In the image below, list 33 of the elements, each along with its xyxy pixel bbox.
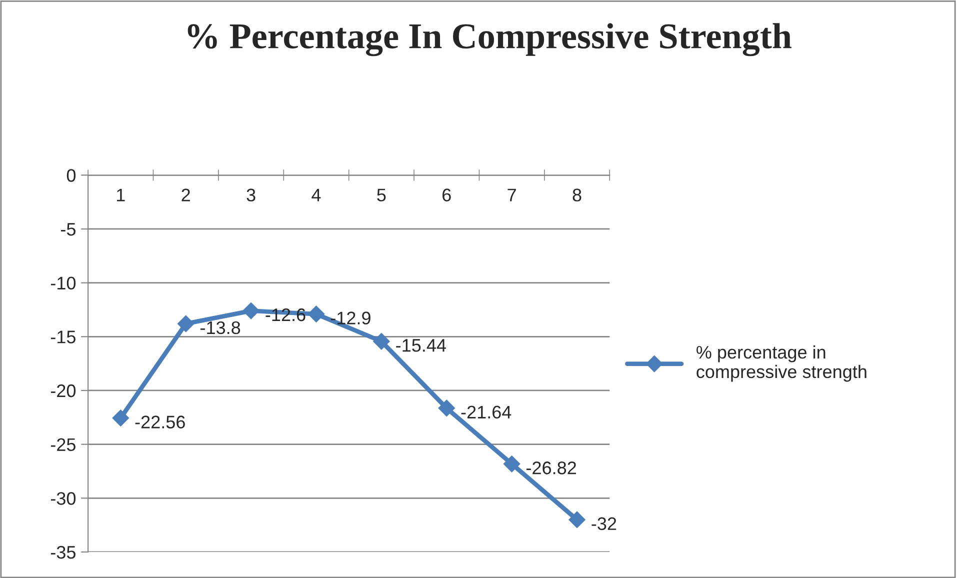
data-label: -26.82 (526, 462, 576, 474)
y-tick-label: -10 (50, 276, 76, 290)
y-tick-label: -20 (50, 384, 76, 398)
legend-label: % percentage in compressive strength (696, 345, 866, 382)
point (438, 400, 455, 417)
point (503, 456, 520, 472)
y-tick-label: -30 (50, 492, 76, 505)
x-tick-label: 5 (377, 188, 386, 202)
data-label: -12.9 (330, 312, 370, 324)
point (308, 306, 325, 322)
point (242, 302, 260, 320)
data-label: -32 (592, 517, 616, 530)
x-tick-label: 7 (508, 188, 516, 202)
data-label: -13.8 (200, 321, 240, 334)
x-tick-label: 2 (182, 188, 190, 202)
x-tick-label: 1 (117, 188, 125, 202)
point (177, 315, 194, 332)
point (568, 511, 586, 528)
y-tick-label: 0 (66, 169, 76, 182)
x-tick-label: 3 (246, 188, 256, 202)
data-label: -21.64 (461, 406, 512, 419)
y-tick-label: -35 (50, 546, 76, 559)
data-label: -22.56 (135, 416, 185, 428)
y-tick-label: -25 (50, 438, 76, 452)
point (112, 410, 130, 426)
y-tick-label: -5 (60, 223, 76, 236)
x-tick-label: 4 (312, 188, 321, 202)
x-tick-label: 8 (572, 188, 582, 202)
data-label: -15.44 (396, 339, 446, 352)
x-tick-label: 6 (442, 188, 451, 202)
point (373, 333, 390, 350)
chart-title: % Percentage In Compressive Strength (188, 23, 792, 56)
y-tick-label: -15 (50, 330, 76, 344)
